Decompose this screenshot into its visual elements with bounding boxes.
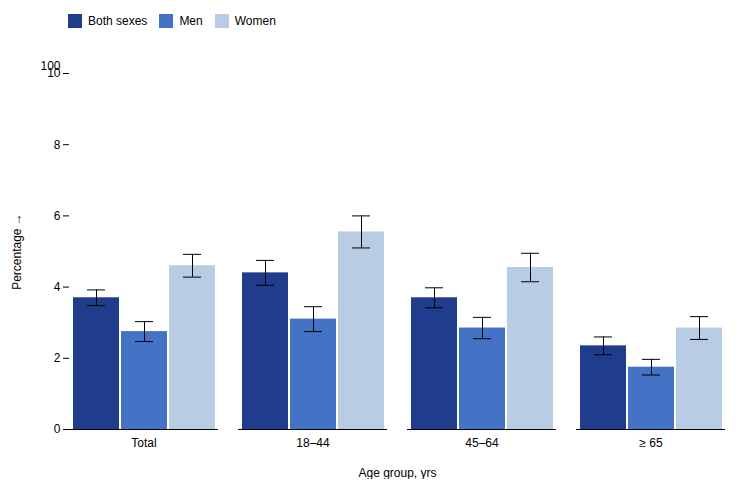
- svg-text:2: 2: [54, 351, 61, 365]
- html-text:Men: Men: [179, 13, 203, 28]
- svg-text:Total: Total: [131, 436, 156, 450]
- svg-text:≥ 65: ≥ 65: [639, 436, 663, 450]
- svg-text:8: 8: [54, 138, 61, 152]
- svg-text:4: 4: [54, 280, 61, 294]
- svg-text:100: 100: [40, 59, 60, 73]
- svg-text:Percentage →: Percentage →: [10, 213, 24, 290]
- svg-text:0: 0: [54, 422, 61, 436]
- html-text:Women: Women: [234, 13, 276, 28]
- svg-text:10: 10: [47, 66, 61, 81]
- svg-text:6: 6: [54, 209, 61, 223]
- svg-text:Age group, yrs: Age group, yrs: [358, 466, 436, 480]
- svg-text:45–64: 45–64: [465, 436, 499, 450]
- svg-text:18–44: 18–44: [296, 436, 330, 450]
- html-text:Both sexes: Both sexes: [88, 13, 148, 28]
